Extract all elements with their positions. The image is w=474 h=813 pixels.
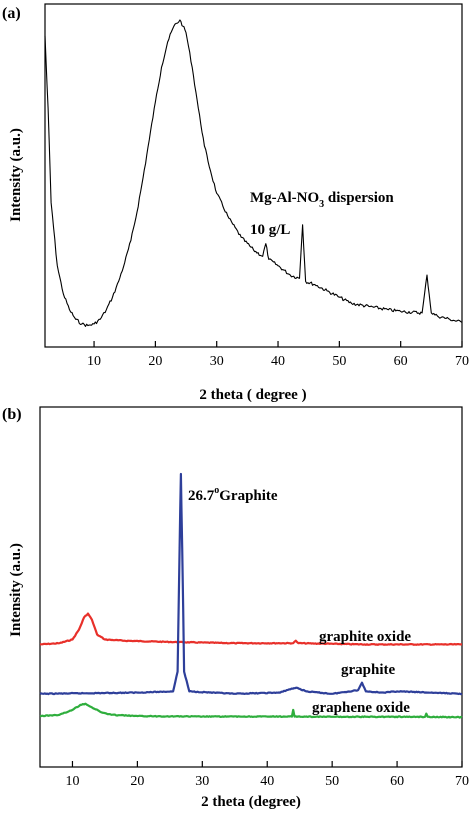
panel-a-annotation-sample: Mg-Al-NO3 dispersion: [250, 190, 394, 210]
a-x-tick-label-20: 20: [148, 354, 162, 369]
panel-b-annotation-peak-name: Graphite: [219, 488, 278, 504]
a-series-line-0: [44, 19, 463, 327]
a-x-tick-label-30: 30: [210, 354, 224, 369]
b-x-tick-label-40: 40: [260, 774, 274, 789]
b-x-tick-label-30: 30: [195, 774, 209, 789]
panel-a-annotation-prefix: Mg-Al-NO: [250, 190, 319, 206]
b-series-line-graphite: [39, 472, 463, 696]
panel-a: (a) 10 20 30 40 50 60 70 2 theta ( degree ) In…: [2, 3, 469, 403]
panel-a-series: [44, 19, 463, 327]
b-x-tick-label-10: 10: [65, 774, 79, 789]
a-x-tick-label-60: 60: [394, 354, 408, 369]
b-x-tick-label-60: 60: [390, 774, 404, 789]
panel-b-y-axis-title: Intensity (a.u.): [8, 543, 24, 637]
panel-b: (b) 10 20 30 40 50 60 70 2 theta (degree) Inte…: [2, 406, 469, 810]
panel-b-label: (b): [2, 406, 22, 423]
panel-b-x-ticks: [71, 761, 463, 767]
a-x-tick-label-40: 40: [271, 354, 285, 369]
panel-b-x-tick-labels: 10 20 30 40 50 60 70: [65, 774, 469, 789]
legend-label-graphene-oxide: graphene oxide: [312, 700, 410, 716]
b-x-tick-label-70: 70: [455, 774, 469, 789]
panel-b-plot-frame: [39, 406, 463, 768]
panel-b-series: [39, 472, 463, 719]
panel-b-annotation-peak: 26.7oGraphite: [188, 485, 278, 504]
panel-a-plot-frame: [44, 3, 463, 348]
panel-a-label: (a): [2, 5, 21, 22]
a-x-tick-label-50: 50: [332, 354, 346, 369]
a-x-tick-label-10: 10: [87, 354, 101, 369]
panel-a-annotation-suffix: dispersion: [324, 190, 394, 206]
a-x-tick-label-70: 70: [455, 354, 469, 369]
panel-b-annotation-degree: o: [214, 485, 219, 496]
legend-label-graphite-oxide: graphite oxide: [319, 629, 411, 645]
panel-a-annotation-concentration: 10 g/L: [250, 222, 290, 238]
panel-a-x-tick-labels: 10 20 30 40 50 60 70: [87, 354, 469, 369]
panel-a-x-axis-title: 2 theta ( degree ): [199, 387, 306, 403]
panel-a-x-ticks: [93, 341, 463, 347]
panel-b-annotation-peak-value: 26.7: [188, 488, 215, 504]
b-series-line-graphene-oxide: [39, 702, 463, 719]
b-x-tick-label-50: 50: [325, 774, 339, 789]
b-x-tick-label-20: 20: [130, 774, 144, 789]
panel-a-y-axis-title: Intensity (a.u.): [8, 128, 24, 222]
panel-a-annotation-subscript: 3: [319, 199, 324, 210]
legend-label-graphite: graphite: [341, 662, 396, 678]
panel-b-x-axis-title: 2 theta (degree): [201, 794, 301, 810]
b-series-line-graphite-oxide: [39, 612, 462, 646]
